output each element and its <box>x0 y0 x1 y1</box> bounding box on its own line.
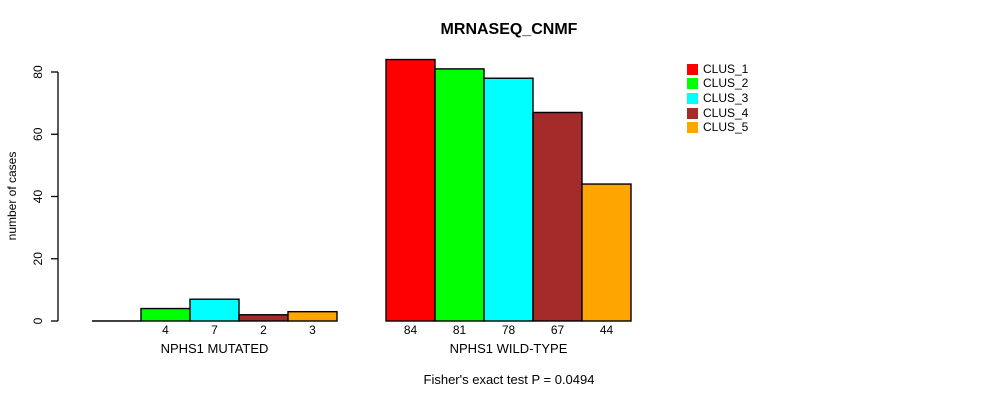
bar-clus-3-nphs1-mutated <box>189 298 240 322</box>
legend-label: CLUS_5 <box>703 120 749 135</box>
y-axis-label: number of cases <box>5 152 19 241</box>
legend-swatch <box>687 122 698 134</box>
bar-clus-5-nphs1-mutated <box>287 310 338 322</box>
bar-clus-1-nphs1-wild-type <box>385 58 436 322</box>
legend-label: CLUS_2 <box>703 76 749 91</box>
legend-swatch <box>687 63 698 75</box>
legend-swatch <box>687 92 698 104</box>
y-axis-tick-label: 0 <box>31 317 45 324</box>
chart-title: MRNASEQ_CNMF <box>440 21 578 38</box>
bar-value-label: 44 <box>600 323 614 337</box>
x-group-label-nphs1-mutated: NPHS1 MUTATED <box>161 341 269 356</box>
bar-value-label: 4 <box>162 323 169 337</box>
legend-item-clus-5: CLUS_5 <box>687 120 748 135</box>
legend-label: CLUS_1 <box>703 61 749 76</box>
legend-swatch <box>687 107 698 119</box>
bar-clus-4-nphs1-mutated <box>238 314 289 322</box>
bar-clus-2-nphs1-wild-type <box>434 68 485 322</box>
bar-clus-3-nphs1-wild-type <box>483 77 534 322</box>
chart-legend: CLUS_1 CLUS_2 CLUS_3 CLUS_4 CLUS_5 <box>687 62 748 135</box>
chart-subtitle: Fisher's exact test P = 0.0494 <box>423 372 595 387</box>
bar-clus-2-nphs1-mutated <box>140 307 191 322</box>
y-axis-tick-label: 80 <box>31 65 45 79</box>
legend-swatch <box>687 78 698 90</box>
legend-item-clus-3: CLUS_3 <box>687 91 748 106</box>
bar-clus-4-nphs1-wild-type <box>532 111 583 322</box>
legend-item-clus-1: CLUS_1 <box>687 62 748 77</box>
bar-value-label: 67 <box>551 323 565 337</box>
bar-value-label: 3 <box>309 323 316 337</box>
x-group-label-nphs1-wild-type: NPHS1 WILD-TYPE <box>450 341 568 356</box>
bar-value-label: 2 <box>260 323 267 337</box>
y-axis-tick-label: 40 <box>31 190 45 204</box>
bar-value-label: 78 <box>502 323 516 337</box>
legend-item-clus-2: CLUS_2 <box>687 77 748 92</box>
bar-clus-5-nphs1-wild-type <box>581 183 632 322</box>
legend-label: CLUS_4 <box>703 105 749 120</box>
y-axis-tick-label: 20 <box>31 252 45 266</box>
y-axis-tick-label: 60 <box>31 127 45 141</box>
legend-item-clus-4: CLUS_4 <box>687 106 748 121</box>
bar-value-label: 7 <box>211 323 218 337</box>
bar-value-label: 84 <box>404 323 418 337</box>
bar-value-label: 81 <box>453 323 467 337</box>
legend-label: CLUS_3 <box>703 90 749 105</box>
